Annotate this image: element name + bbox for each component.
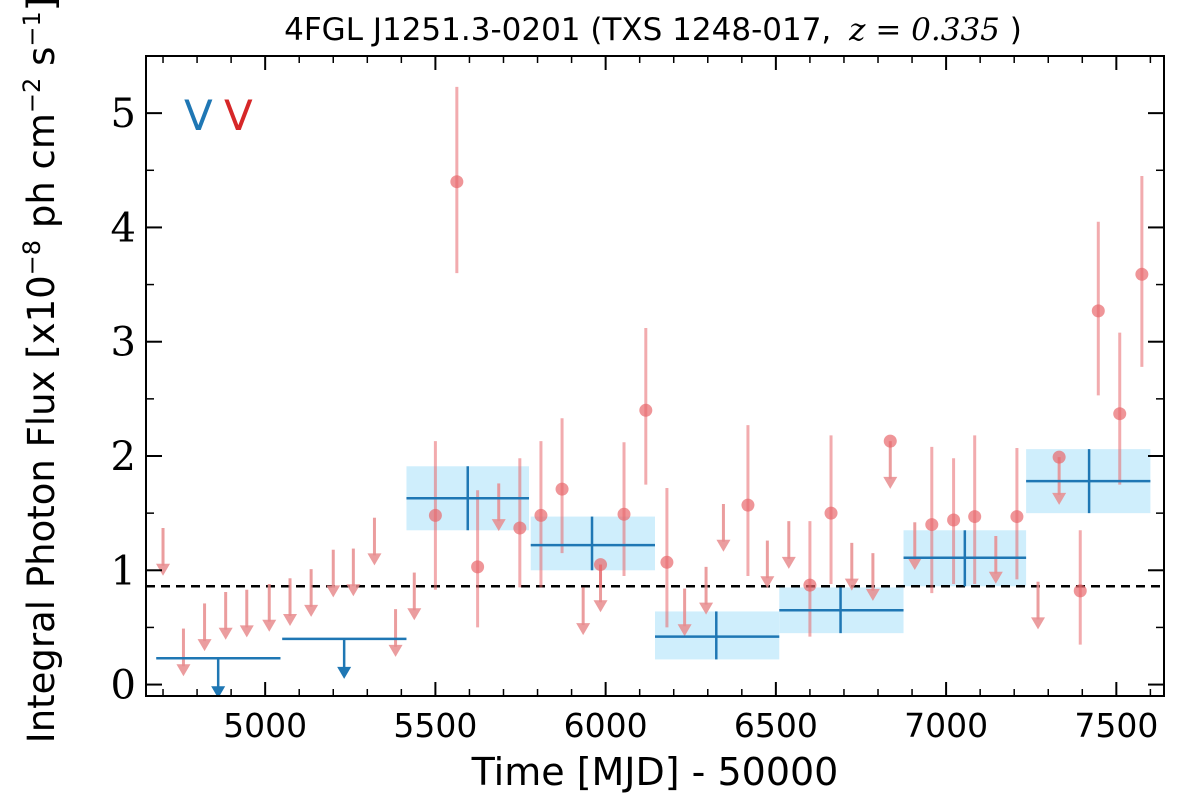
x-axis-label: Time [MJD] - 50000 <box>471 750 839 794</box>
y-tick-label: 3 <box>111 320 136 366</box>
axes: 5000 5500 6000 6500 7000 7500 0 1 2 3 4 5 <box>111 55 1165 745</box>
upper-limit-arrow <box>388 644 403 657</box>
y-axis-label-exponent: −1 <box>18 11 46 46</box>
upper-limit-arrow <box>283 614 298 626</box>
upper-limit-arrow <box>677 624 692 637</box>
detection-point <box>968 510 982 524</box>
detection-point <box>947 513 961 527</box>
detection-point <box>639 403 653 417</box>
upper-limit-arrow <box>197 639 212 652</box>
upper-limit-arrow <box>907 558 922 570</box>
detection-point <box>450 175 464 189</box>
upper-limit-arrow <box>716 539 731 552</box>
detection-point <box>1052 450 1066 464</box>
y-axis-label-part: Integral Photon Flux [x10 <box>20 275 63 743</box>
detection-point <box>925 518 939 532</box>
upper-limit-arrow <box>367 553 382 566</box>
upper-limit-arrow <box>156 563 171 576</box>
detection-point <box>883 434 897 448</box>
y-tick-label: 0 <box>111 663 136 709</box>
upper-limit-arrow <box>844 578 859 591</box>
x-tick-label: 7000 <box>904 706 988 745</box>
upper-limit-arrow <box>760 576 775 589</box>
x-tick-label: 5000 <box>223 706 307 745</box>
y-tick-label: 5 <box>111 91 136 137</box>
detection-point <box>513 521 527 535</box>
upper-limit-arrow <box>218 627 233 640</box>
y-axis-label-exponent: −8 <box>18 240 46 275</box>
y-tick-label: 4 <box>111 205 136 251</box>
y-axis-label-exponent: −2 <box>18 78 46 113</box>
long-bin-points <box>156 449 1151 696</box>
upper-limit-arrow <box>593 600 608 613</box>
upper-limit-arrow <box>346 584 361 597</box>
upper-limit-arrow <box>1052 492 1067 505</box>
long-bin-ul-arrow <box>211 686 226 696</box>
long-bin-ul-arrow <box>337 666 352 679</box>
detection-point <box>660 555 674 569</box>
chart-title-redshift: z = 0.335 <box>848 12 1000 48</box>
upper-limit-arrow <box>326 585 341 598</box>
upper-limit-arrow <box>988 571 1003 584</box>
y-axis-label-part: s <box>20 47 63 78</box>
upper-limit-arrow <box>699 602 714 615</box>
y-axis-label-part: ph cm <box>20 113 63 240</box>
upper-limit-arrow <box>781 556 796 569</box>
upper-limit-arrow <box>865 588 880 601</box>
legend-marker-short-bin: V <box>224 91 253 140</box>
chart-title-close: ) <box>1010 12 1022 48</box>
upper-limit-arrow <box>239 625 254 638</box>
detection-point <box>1135 267 1149 281</box>
detection-point <box>1091 304 1105 318</box>
upper-limit-arrow <box>883 476 898 489</box>
y-tick-label: 1 <box>111 548 136 594</box>
x-tick-label: 7500 <box>1074 706 1158 745</box>
upper-limit-arrow <box>304 604 319 617</box>
upper-limit-arrow <box>407 608 422 621</box>
detection-point <box>741 498 755 512</box>
upper-limit-arrow <box>491 519 506 532</box>
x-tick-label: 5500 <box>393 706 477 745</box>
detection-point <box>555 482 569 496</box>
detection-point <box>617 507 631 521</box>
y-axis-label-part: ] <box>20 0 63 11</box>
detection-point <box>1073 584 1087 598</box>
detection-point <box>534 508 548 522</box>
legend-marker-long-bin: V <box>184 91 213 140</box>
y-axis-label: Integral Photon Flux [x10−8 ph cm−2 s−1] <box>18 0 63 743</box>
upper-limit-arrow <box>176 664 191 677</box>
detection-point <box>803 578 817 592</box>
plot-frame <box>145 55 1165 697</box>
detection-point <box>471 560 485 574</box>
detection-point <box>1113 407 1127 421</box>
short-bin-points <box>156 86 1149 677</box>
x-tick-label: 6000 <box>564 706 648 745</box>
upper-limit-arrow <box>1031 617 1046 630</box>
detection-point <box>428 508 442 522</box>
upper-limit-arrow <box>576 623 591 636</box>
upper-limit-arrow <box>262 619 277 632</box>
detection-point <box>594 558 608 572</box>
y-tick-label: 2 <box>111 434 136 480</box>
chart-title: 4FGL J1251.3-0201 (TXS 1248-017, z = 0.3… <box>284 12 1022 48</box>
detection-point <box>824 506 838 520</box>
x-tick-label: 6500 <box>734 706 818 745</box>
detection-point <box>1010 510 1024 524</box>
chart-title-main: 4FGL J1251.3-0201 (TXS 1248-017, <box>284 12 831 48</box>
